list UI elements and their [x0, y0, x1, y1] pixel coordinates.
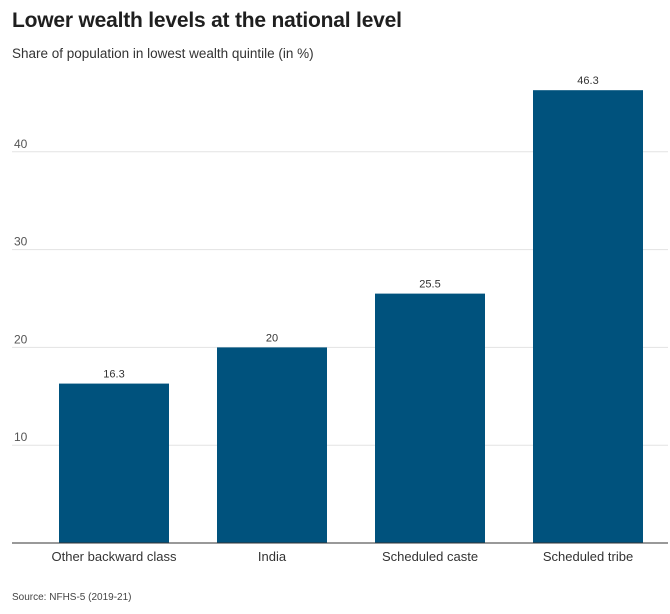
- data-label: 46.3: [577, 75, 598, 87]
- x-category-label: India: [258, 549, 287, 564]
- data-labels: 16.3 20 25.5 46.3: [103, 75, 598, 380]
- chart-title: Lower wealth levels at the national leve…: [12, 9, 402, 32]
- bar: [375, 293, 485, 543]
- source-note: Source: NFHS-5 (2019-21): [12, 592, 132, 603]
- y-tick-label: 20: [14, 332, 28, 346]
- y-tick-label: 30: [14, 235, 28, 249]
- bar: [59, 383, 169, 543]
- bar: [217, 347, 327, 543]
- y-tick-label: 40: [14, 137, 28, 151]
- y-tick-label: 10: [14, 430, 28, 444]
- data-label: 25.5: [419, 279, 440, 291]
- bars: [59, 90, 643, 543]
- x-category-label: Scheduled tribe: [543, 549, 633, 564]
- chart-subtitle: Share of population in lowest wealth qui…: [12, 46, 314, 61]
- x-axis-category-labels: Other backward class India Scheduled caste…: [52, 549, 634, 564]
- data-label: 16.3: [103, 369, 124, 381]
- y-axis-ticks: 10 20 30 40: [14, 137, 28, 444]
- x-category-label: Scheduled caste: [382, 549, 478, 564]
- x-category-label: Other backward class: [52, 549, 177, 564]
- bar: [533, 90, 643, 543]
- data-label: 20: [266, 332, 278, 344]
